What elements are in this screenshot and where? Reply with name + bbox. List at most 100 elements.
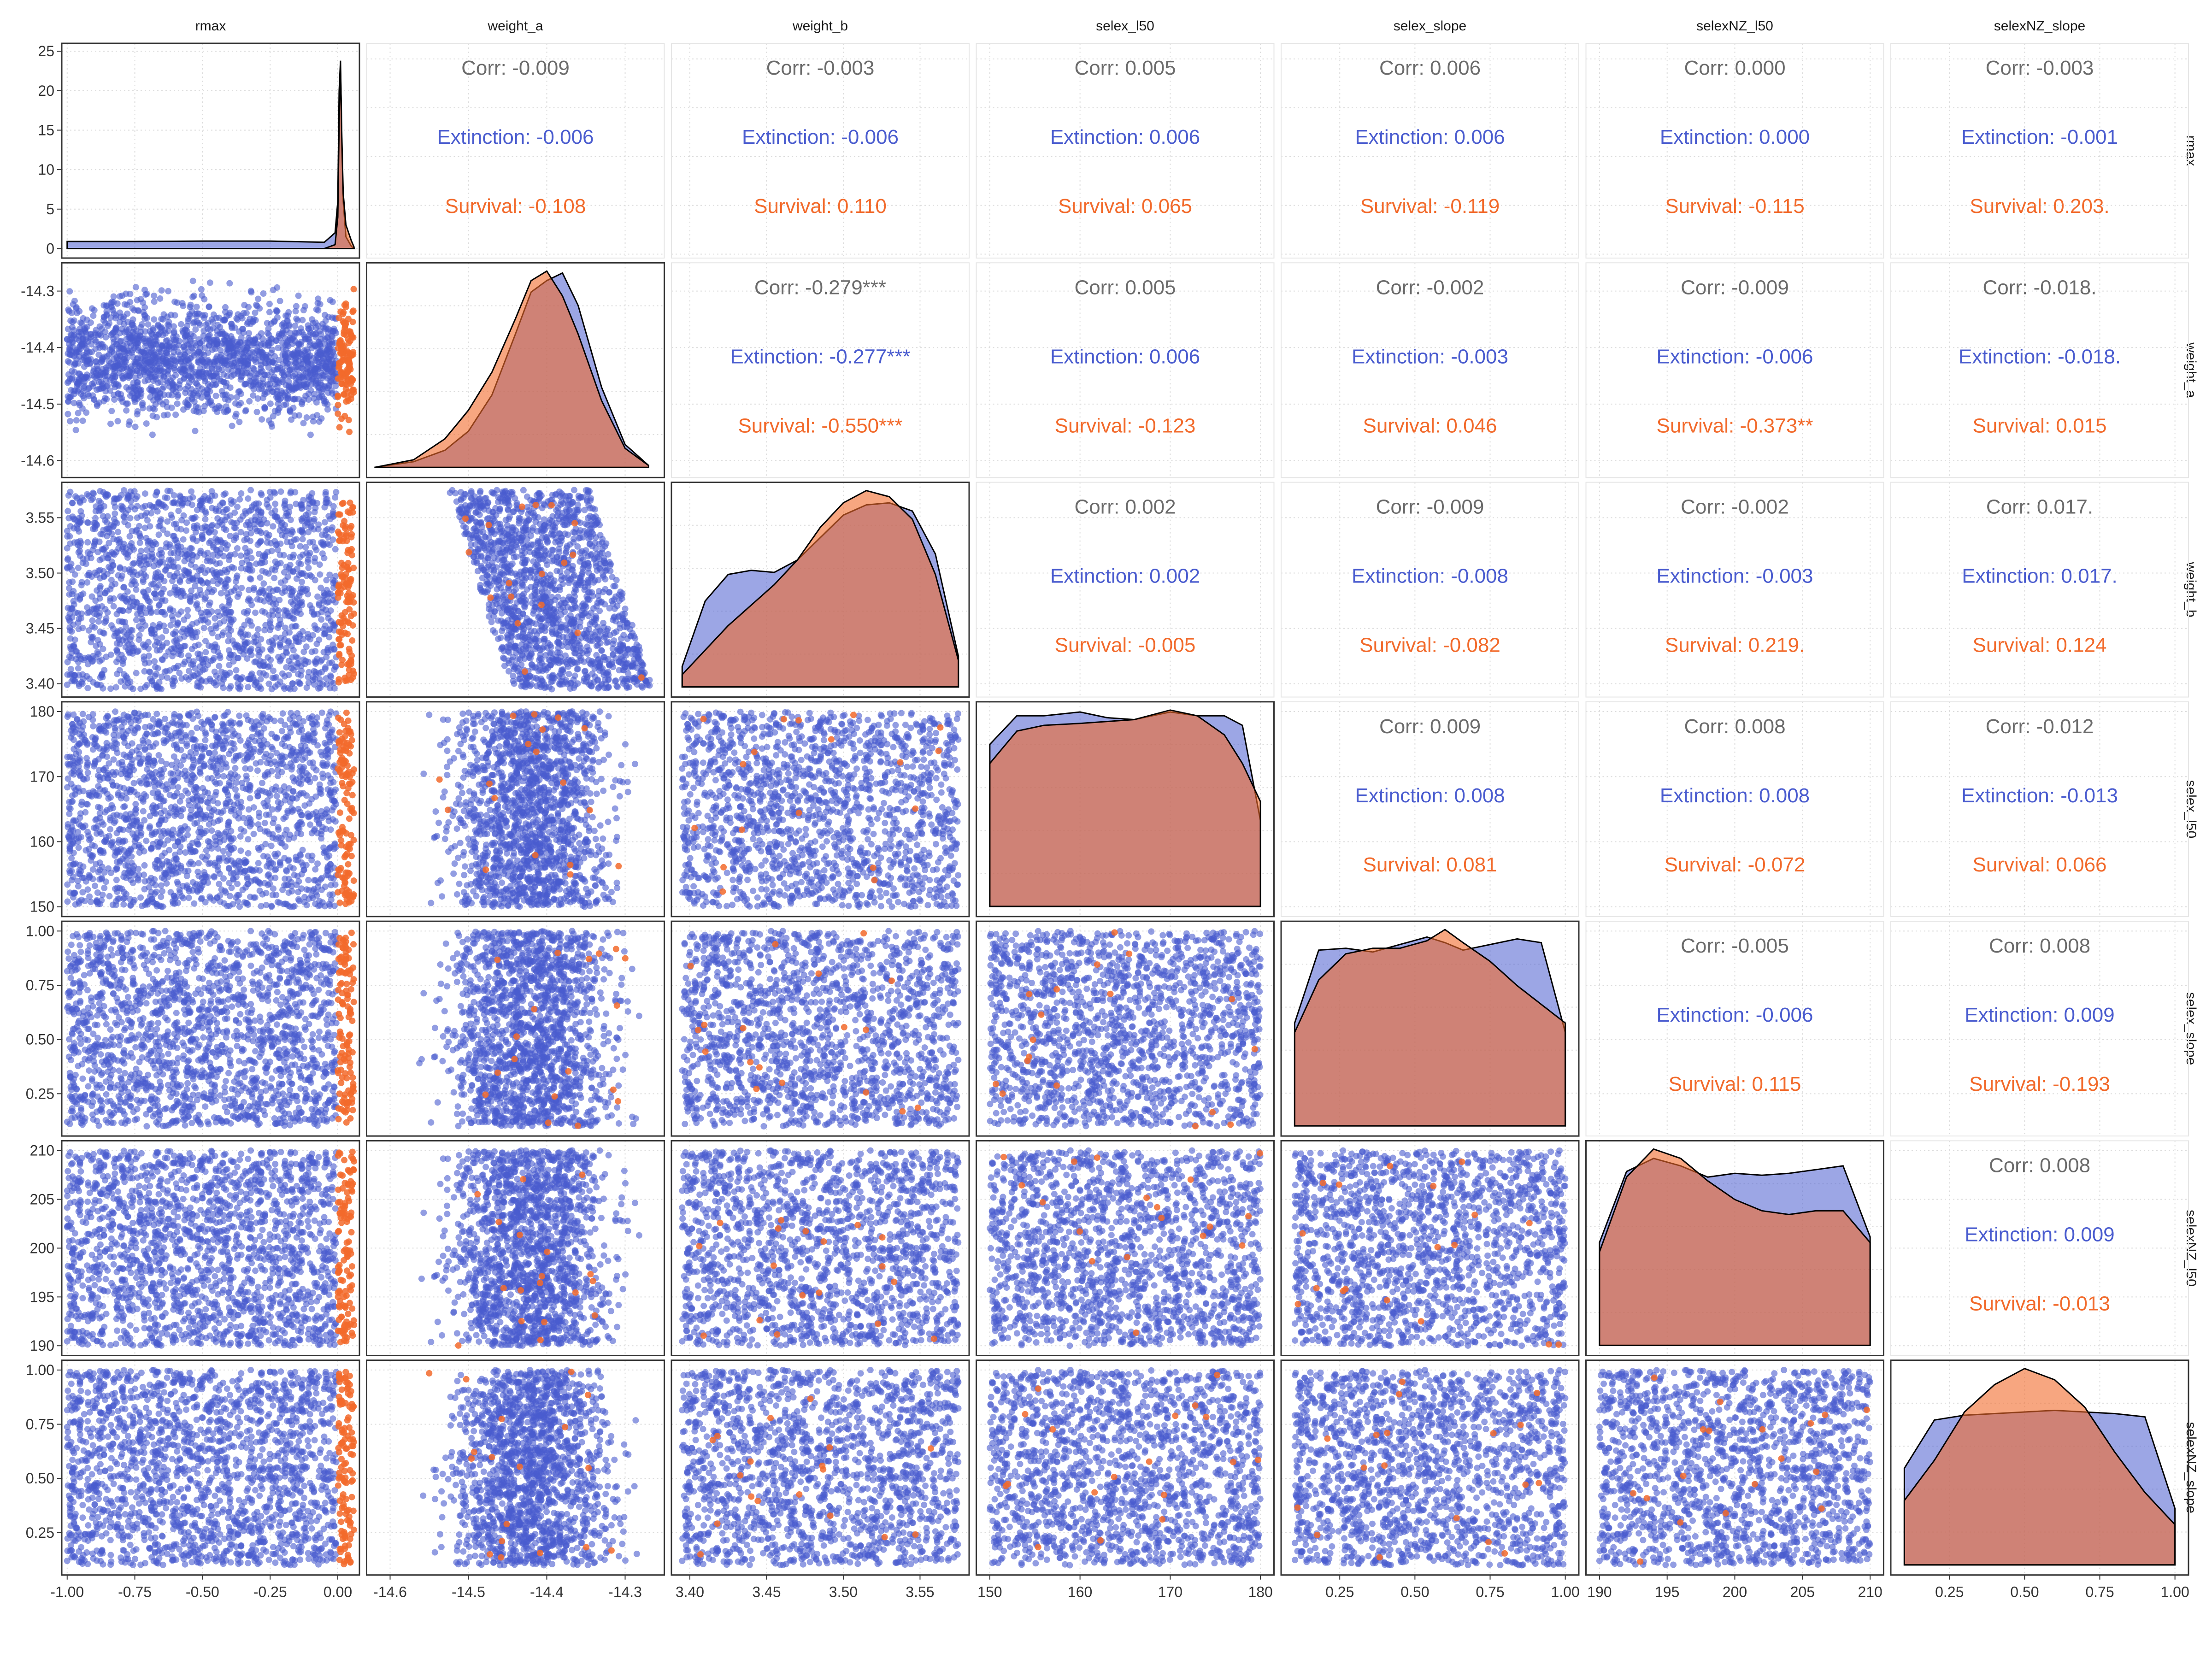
column-strip-weight_b: weight_b: [792, 18, 848, 34]
point-extinction: [329, 299, 336, 305]
point-extinction: [313, 377, 319, 384]
panel-rmax-selex_slope: Corr: 0.006Extinction: 0.006Survival: -0…: [1281, 43, 1579, 258]
point-extinction: [234, 572, 241, 579]
point-extinction: [66, 394, 73, 400]
point-extinction: [81, 382, 88, 389]
point-extinction: [280, 346, 286, 352]
point-extinction: [120, 356, 127, 362]
corr-overall: Corr: -0.279***: [754, 276, 886, 299]
point-extinction: [295, 293, 302, 299]
point-extinction: [265, 381, 271, 388]
point-extinction: [159, 326, 165, 332]
point-extinction: [234, 504, 241, 510]
point-extinction: [81, 352, 87, 359]
point-extinction: [151, 658, 158, 665]
point-extinction: [75, 565, 82, 571]
point-extinction: [259, 568, 266, 574]
point-extinction: [103, 396, 110, 402]
point-extinction: [142, 312, 148, 319]
point-extinction: [213, 393, 219, 399]
point-extinction: [188, 363, 194, 370]
point-extinction: [220, 379, 227, 385]
point-extinction: [155, 332, 162, 338]
corr-survival: Survival: 0.203.: [1970, 195, 2109, 218]
corr-extinction: Extinction: 0.000: [1660, 126, 1810, 148]
point-extinction: [182, 333, 188, 340]
column-strip-selex_slope: selex_slope: [1394, 18, 1466, 34]
point-extinction: [165, 288, 171, 294]
panel-weight_a-selex_slope: Corr: -0.002Extinction: -0.003Survival: …: [1281, 263, 1579, 477]
point-extinction: [235, 388, 242, 395]
point-extinction: [118, 391, 124, 398]
point-extinction: [185, 373, 192, 380]
point-extinction: [143, 420, 150, 427]
point-extinction: [216, 663, 222, 669]
corr-overall: Corr: 0.005: [1074, 57, 1176, 79]
corr-survival: Survival: -0.550***: [738, 414, 902, 437]
point-extinction: [171, 367, 178, 373]
point-extinction: [153, 414, 160, 420]
point-survival: [341, 331, 347, 337]
point-extinction: [297, 554, 304, 560]
point-extinction: [97, 359, 104, 365]
point-extinction: [224, 506, 230, 512]
point-extinction: [150, 397, 157, 404]
point-extinction: [108, 408, 115, 414]
point-extinction: [242, 408, 249, 414]
point-extinction: [223, 391, 229, 398]
point-extinction: [153, 356, 159, 363]
point-extinction: [321, 372, 327, 379]
point-extinction: [318, 609, 325, 615]
point-survival: [343, 320, 349, 326]
panel-weight_a-rmax: [62, 263, 359, 477]
point-extinction: [151, 299, 158, 305]
column-strip-rmax: rmax: [195, 18, 226, 34]
point-extinction: [172, 412, 179, 418]
point-extinction: [132, 506, 138, 512]
point-extinction: [71, 400, 77, 406]
point-extinction: [307, 387, 314, 394]
point-survival: [345, 358, 352, 364]
point-extinction: [96, 400, 102, 406]
point-extinction: [274, 308, 281, 314]
point-extinction: [315, 307, 321, 314]
density-extinction: [67, 61, 354, 249]
point-extinction: [186, 379, 193, 386]
point-extinction: [66, 288, 73, 294]
panel-rmax-weight_b: Corr: -0.003Extinction: -0.006Survival: …: [671, 43, 969, 258]
corr-extinction: Extinction: -0.003: [1352, 345, 1508, 368]
point-extinction: [206, 303, 212, 310]
point-extinction: [329, 334, 335, 340]
point-extinction: [106, 351, 112, 358]
point-extinction: [224, 373, 230, 379]
point-extinction: [260, 290, 267, 297]
point-extinction: [315, 300, 321, 306]
point-extinction: [255, 626, 261, 633]
point-extinction: [158, 372, 165, 379]
point-extinction: [147, 367, 154, 374]
point-survival: [342, 380, 348, 387]
point-survival: [336, 424, 343, 430]
point-extinction: [73, 427, 79, 433]
point-extinction: [167, 377, 174, 384]
point-extinction: [167, 590, 173, 597]
point-extinction: [136, 386, 142, 393]
corr-overall: Corr: -0.009: [461, 57, 570, 79]
point-extinction: [329, 349, 336, 355]
point-survival: [350, 307, 357, 314]
point-extinction: [93, 643, 99, 649]
point-extinction: [214, 373, 220, 380]
corr-overall: Corr: -0.018.: [1983, 276, 2097, 299]
point-extinction: [141, 349, 147, 356]
point-extinction: [195, 348, 202, 355]
point-extinction: [159, 642, 166, 649]
point-extinction: [272, 567, 278, 573]
point-extinction: [248, 378, 254, 385]
point-extinction: [228, 345, 235, 352]
point-extinction: [325, 389, 331, 396]
point-extinction: [205, 349, 211, 356]
point-extinction: [292, 329, 298, 335]
point-extinction: [123, 400, 129, 407]
